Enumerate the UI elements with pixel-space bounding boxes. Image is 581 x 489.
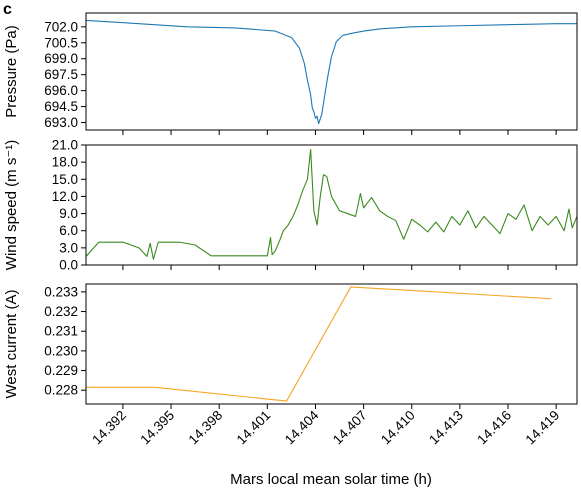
x-tick-label: 14.404 [282,407,322,447]
x-tick-label: 14.419 [522,408,562,448]
pressure-series-line [86,20,577,123]
wind-speed-ytick-label: 15.0 [52,172,78,187]
wind-speed-series-line [86,150,577,260]
wind-speed-panel: 0.0 3.0 6.0 9.0 12.0 15.0 18.0 21.0 Wind speed (… [3,138,577,273]
west-current-frame [86,284,577,404]
wind-speed-ytick-label: 3.0 [59,240,78,255]
pressure-ytick-label: 702.0 [44,19,78,34]
west-current-ylabel: West current (A) [3,290,20,399]
x-tick-label: 14.410 [378,408,418,448]
pressure-ytick-label: 696.0 [44,83,78,98]
wind-speed-ytick-label: 21.0 [52,138,78,153]
west-current-panel: 0.228 0.229 0.230 0.231 0.232 0.233 West curre… [3,284,577,409]
x-tick-label: 14.395 [137,408,177,448]
pressure-ylabel: Pressure (Pa) [3,25,20,118]
wind-speed-frame [86,145,577,265]
x-tick-label: 14.401 [234,408,274,448]
x-tick-label: 14.407 [330,408,370,448]
wind-speed-ytick-label: 9.0 [59,206,78,221]
x-tick-label: 14.392 [89,408,129,448]
pressure-ytick-label: 697.5 [44,67,78,82]
wind-speed-ylabel: Wind speed (m s⁻¹) [3,140,20,270]
west-current-series-line [86,287,551,401]
panel-letter: c [3,1,12,18]
x-tick-label: 14.413 [426,408,466,448]
pressure-ytick-label: 699.0 [44,51,78,66]
x-tick-label: 14.398 [185,408,225,448]
wind-speed-ytick-label: 18.0 [52,155,78,170]
pressure-ytick-label: 700.5 [44,35,78,50]
west-current-ytick-label: 0.228 [44,383,78,398]
pressure-ytick-label: 693.0 [44,115,78,130]
west-current-ytick-label: 0.232 [44,304,78,319]
west-current-ytick-label: 0.233 [44,284,78,299]
x-axis-label: Mars local mean solar time (h) [230,471,432,488]
west-current-ytick-label: 0.229 [44,363,78,378]
west-current-ytick-label: 0.231 [44,324,78,339]
x-tick-label: 14.416 [474,408,514,448]
wind-speed-ytick-label: 12.0 [52,189,78,204]
x-axis: 14.392 14.395 14.398 14.401 14.404 14.407 14.4… [89,407,562,447]
pressure-ytick-label: 694.5 [44,99,78,114]
wind-speed-ytick-label: 0.0 [59,258,78,273]
pressure-frame [86,13,577,130]
west-current-ytick-label: 0.230 [44,343,78,358]
wind-speed-ytick-label: 6.0 [59,223,78,238]
